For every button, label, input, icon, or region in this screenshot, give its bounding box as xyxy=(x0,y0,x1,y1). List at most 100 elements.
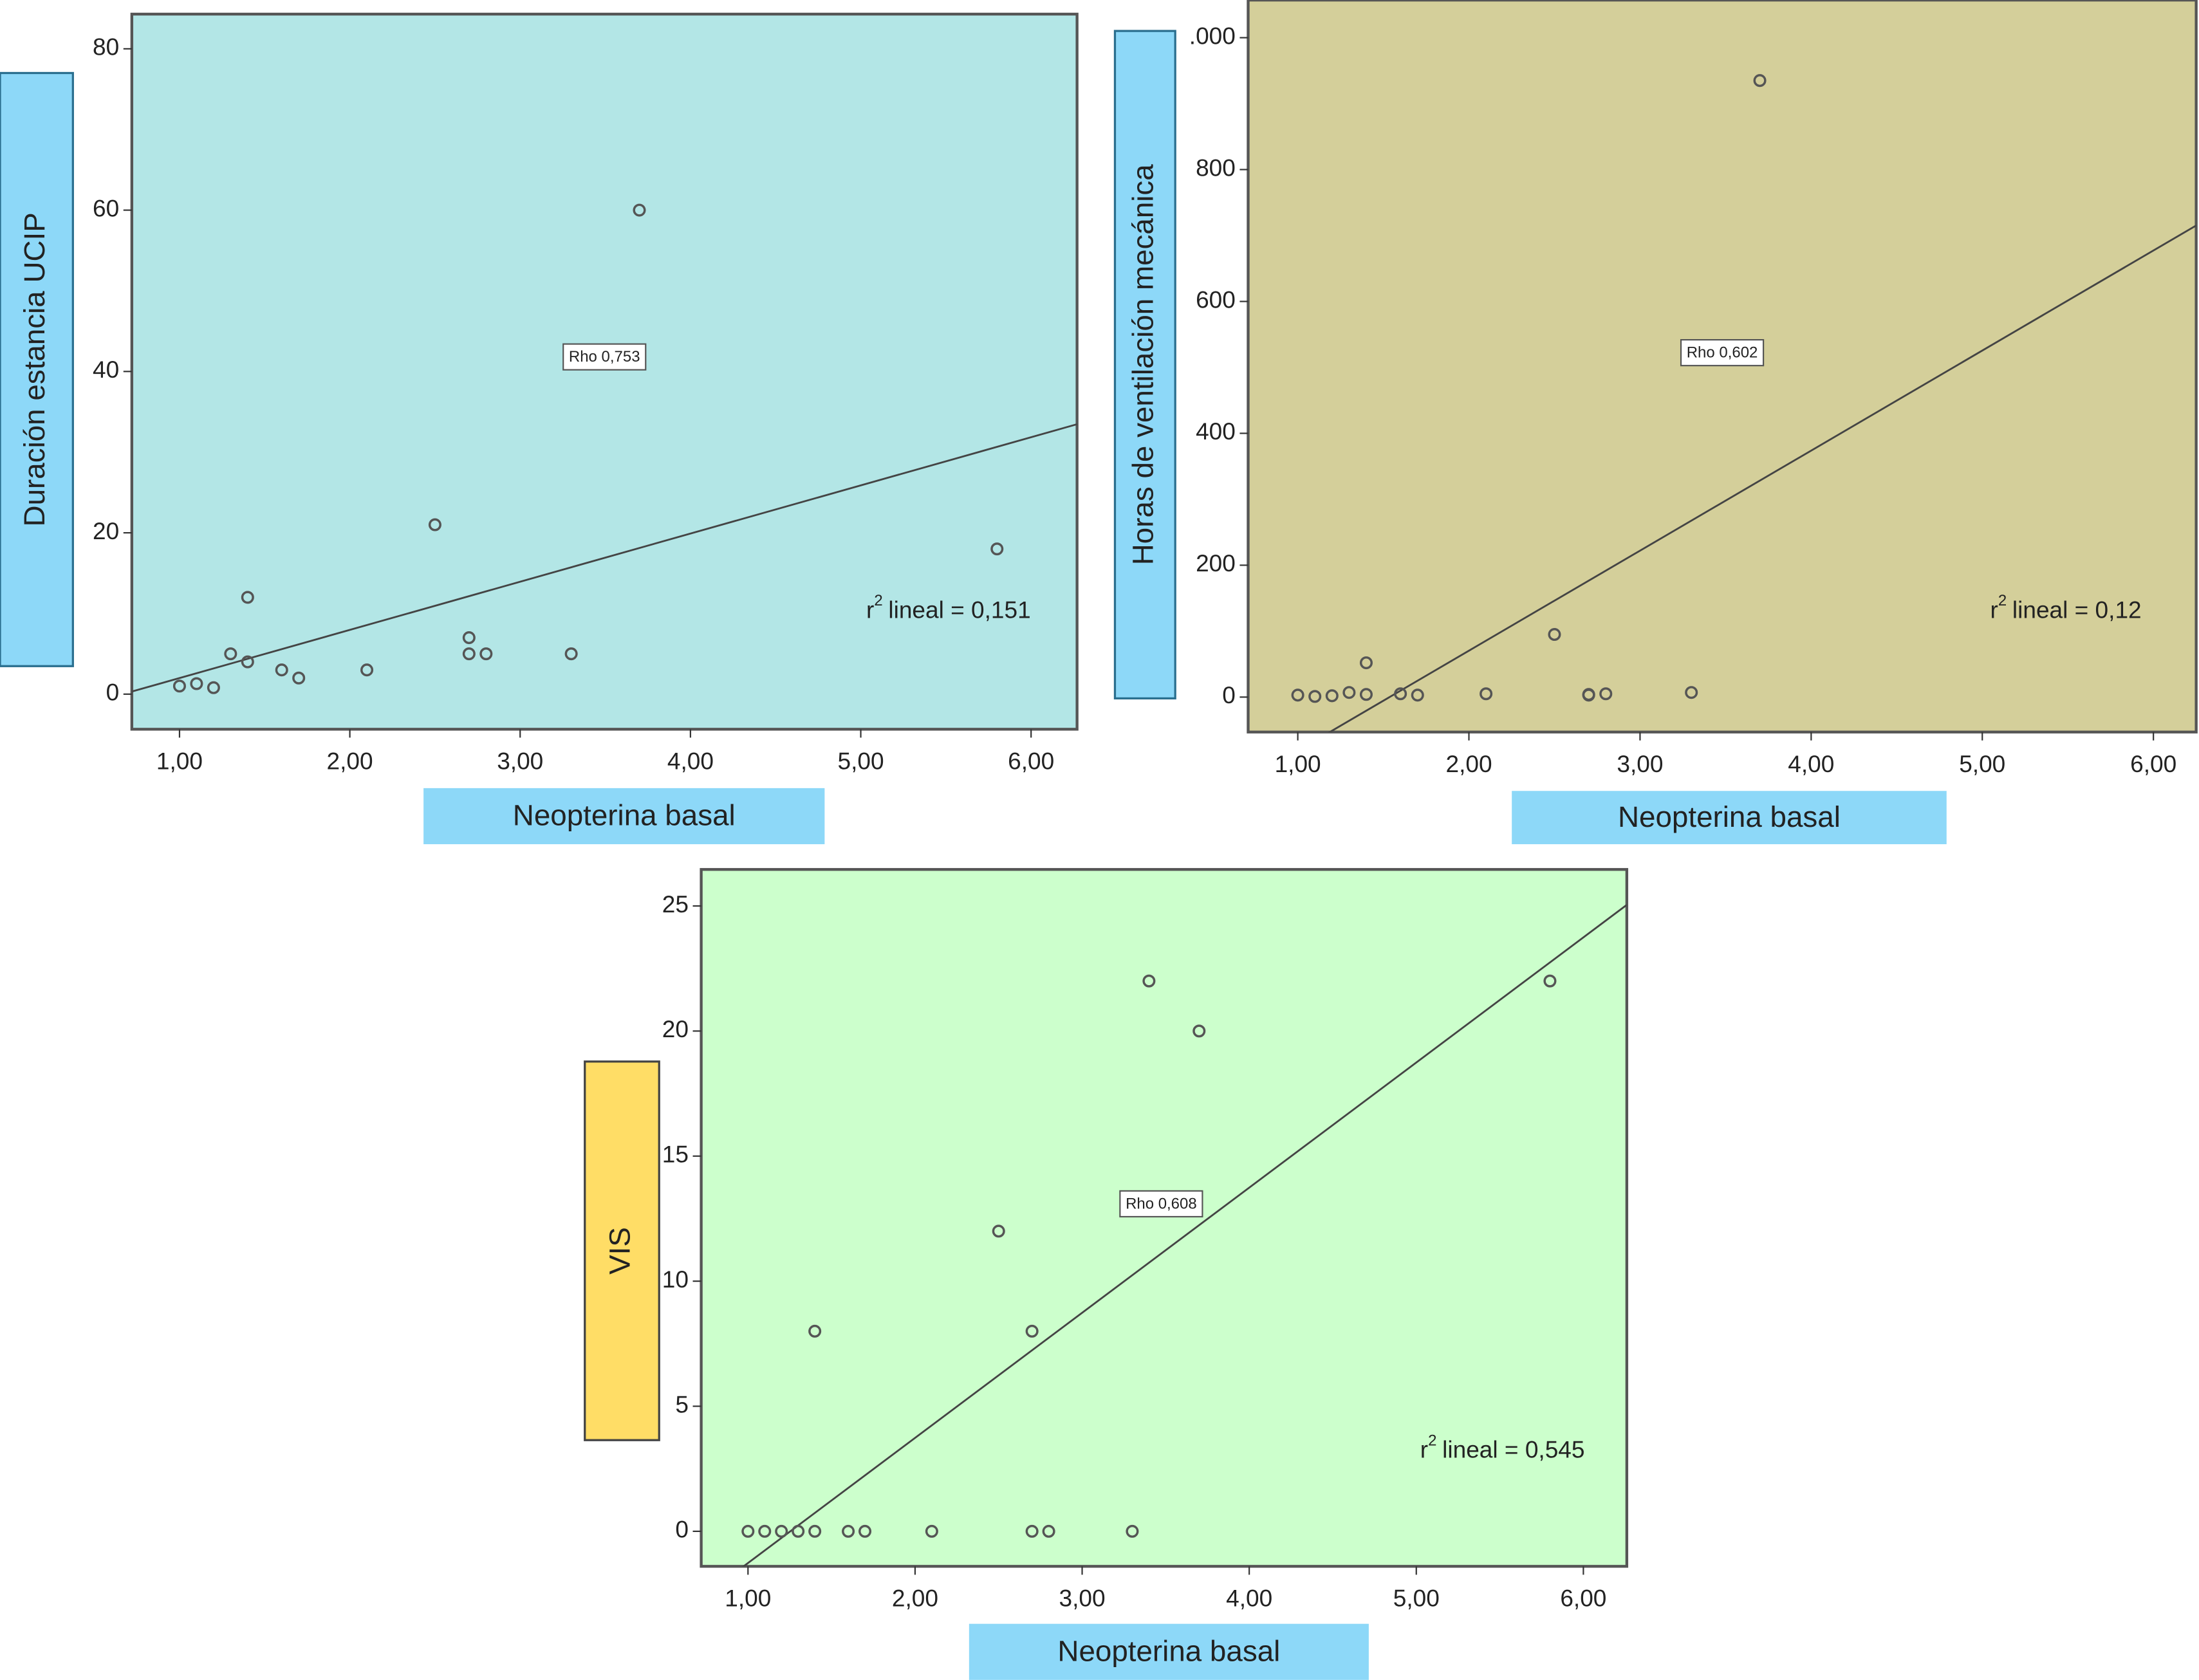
r2-sup: 2 xyxy=(1428,1432,1436,1450)
x-tick-label: 2,00 xyxy=(1445,750,1492,777)
x-tick-label: 6,00 xyxy=(1560,1584,1606,1611)
r2-label: r2 lineal = 0,545 xyxy=(1420,1432,1585,1463)
x-tick-label: 1,00 xyxy=(1275,750,1321,777)
x-tick-label: 1,00 xyxy=(156,747,203,774)
data-point xyxy=(842,1524,855,1538)
y-tick-label: 20 xyxy=(93,517,119,544)
data-point xyxy=(792,1524,805,1538)
x-axis-label: Neopterina basal xyxy=(1618,800,1841,833)
data-point xyxy=(360,663,374,677)
data-point xyxy=(1548,628,1561,642)
y-axis-label: VIS xyxy=(604,1227,636,1275)
y-tick-label: 15 xyxy=(662,1141,689,1168)
data-point xyxy=(1025,1324,1039,1338)
fit-line xyxy=(742,904,1627,1567)
r2-text: lineal = 0,12 xyxy=(2012,596,2142,623)
x-tick-label: 4,00 xyxy=(1788,750,1834,777)
y-tick-label: 0 xyxy=(106,679,120,706)
r2-sup: 2 xyxy=(874,592,882,609)
y-tick-label: 25 xyxy=(662,891,689,918)
x-tick-label: 3,00 xyxy=(1059,1584,1105,1611)
x-label-box xyxy=(1512,791,1947,845)
x-axis-label: Neopterina basal xyxy=(1057,1635,1280,1668)
y-tick-label: .000 xyxy=(1189,22,1236,49)
x-tick-label: 5,00 xyxy=(1959,750,2005,777)
data-point xyxy=(1411,688,1424,702)
data-point xyxy=(1543,974,1557,988)
y-tick-label: 80 xyxy=(93,33,119,60)
y-tick-label: 0 xyxy=(675,1516,689,1543)
data-point xyxy=(479,647,493,661)
y-tick-label: 800 xyxy=(1196,154,1236,181)
plot-area xyxy=(130,12,1079,731)
data-point xyxy=(1480,687,1493,701)
data-point xyxy=(1142,974,1156,988)
scatter-chart: 0 5 10 15 20 25 1,00 2,00 3,00 4,00 5,00 6,00 Rho 0,… xyxy=(584,868,1629,1680)
data-point xyxy=(241,591,254,604)
x-tick-label: 2,00 xyxy=(892,1584,938,1611)
data-point xyxy=(992,1224,1005,1238)
y-label-box xyxy=(1113,30,1176,700)
data-point xyxy=(1599,687,1613,701)
data-point xyxy=(1025,1524,1039,1538)
x-tick-label: 4,00 xyxy=(1226,1584,1272,1611)
fit-line xyxy=(131,423,1077,693)
data-point xyxy=(172,679,186,693)
x-tick-label: 5,00 xyxy=(837,747,884,774)
r2-label: r2 lineal = 0,151 xyxy=(866,592,1031,623)
data-point xyxy=(1291,688,1304,702)
data-point xyxy=(990,542,1004,556)
y-tick-label: 200 xyxy=(1196,549,1236,577)
x-axis-label: Neopterina basal xyxy=(513,799,736,832)
r2-label: r2 lineal = 0,12 xyxy=(1990,592,2141,623)
data-point xyxy=(758,1524,772,1538)
y-tick-label: 600 xyxy=(1196,286,1236,313)
data-point xyxy=(1192,1024,1206,1038)
data-point xyxy=(1394,687,1407,701)
data-point xyxy=(462,647,476,661)
data-point xyxy=(741,1524,755,1538)
y-tick-label: 0 xyxy=(1222,681,1236,708)
data-point xyxy=(564,647,578,661)
data-point xyxy=(1042,1524,1055,1538)
r2-base: r xyxy=(866,596,874,623)
y-axis-label: Duración estancia UCIP xyxy=(18,212,51,526)
rho-box xyxy=(1119,1190,1203,1218)
x-tick-label: 6,00 xyxy=(2130,750,2176,777)
rho-label: Rho 0,608 xyxy=(1126,1195,1197,1212)
data-point xyxy=(1359,656,1373,670)
y-label-box xyxy=(0,71,74,667)
rho-box xyxy=(562,343,647,371)
scatter-chart: 0 200 400 600 800 .000 1,00 2,00 3,00 4,00 5,00 6,0… xyxy=(1113,0,2198,845)
data-point xyxy=(1753,74,1767,88)
data-point xyxy=(1342,686,1356,699)
x-label-box xyxy=(423,788,825,845)
scatter-chart: 0 20 40 60 80 1,00 2,00 3,00 4,00 5,00 6,00 Rho 0,7… xyxy=(0,12,1079,845)
data-point xyxy=(275,663,288,677)
r2-sup: 2 xyxy=(1998,592,2007,609)
data-point xyxy=(808,1324,822,1338)
x-tick-label: 3,00 xyxy=(497,747,543,774)
data-point xyxy=(1126,1524,1139,1538)
data-point xyxy=(1359,688,1373,701)
data-point xyxy=(207,681,220,694)
data-point xyxy=(858,1524,872,1538)
y-tick-label: 40 xyxy=(93,356,119,383)
x-tick-label: 6,00 xyxy=(1008,747,1054,774)
data-point xyxy=(462,631,476,645)
x-tick-label: 1,00 xyxy=(725,1584,771,1611)
data-point xyxy=(224,647,237,661)
data-point xyxy=(1582,688,1595,701)
x-tick-label: 5,00 xyxy=(1393,1584,1440,1611)
r2-text: lineal = 0,545 xyxy=(1442,1435,1584,1463)
data-point xyxy=(292,671,306,685)
x-tick-label: 3,00 xyxy=(1617,750,1663,777)
y-axis-label: Horas de ventilación mecánica xyxy=(1126,164,1159,566)
data-point xyxy=(925,1524,938,1538)
y-label-box xyxy=(584,1060,660,1441)
data-point xyxy=(808,1524,822,1538)
rho-label: Rho 0,753 xyxy=(569,348,640,365)
data-point xyxy=(190,677,203,690)
